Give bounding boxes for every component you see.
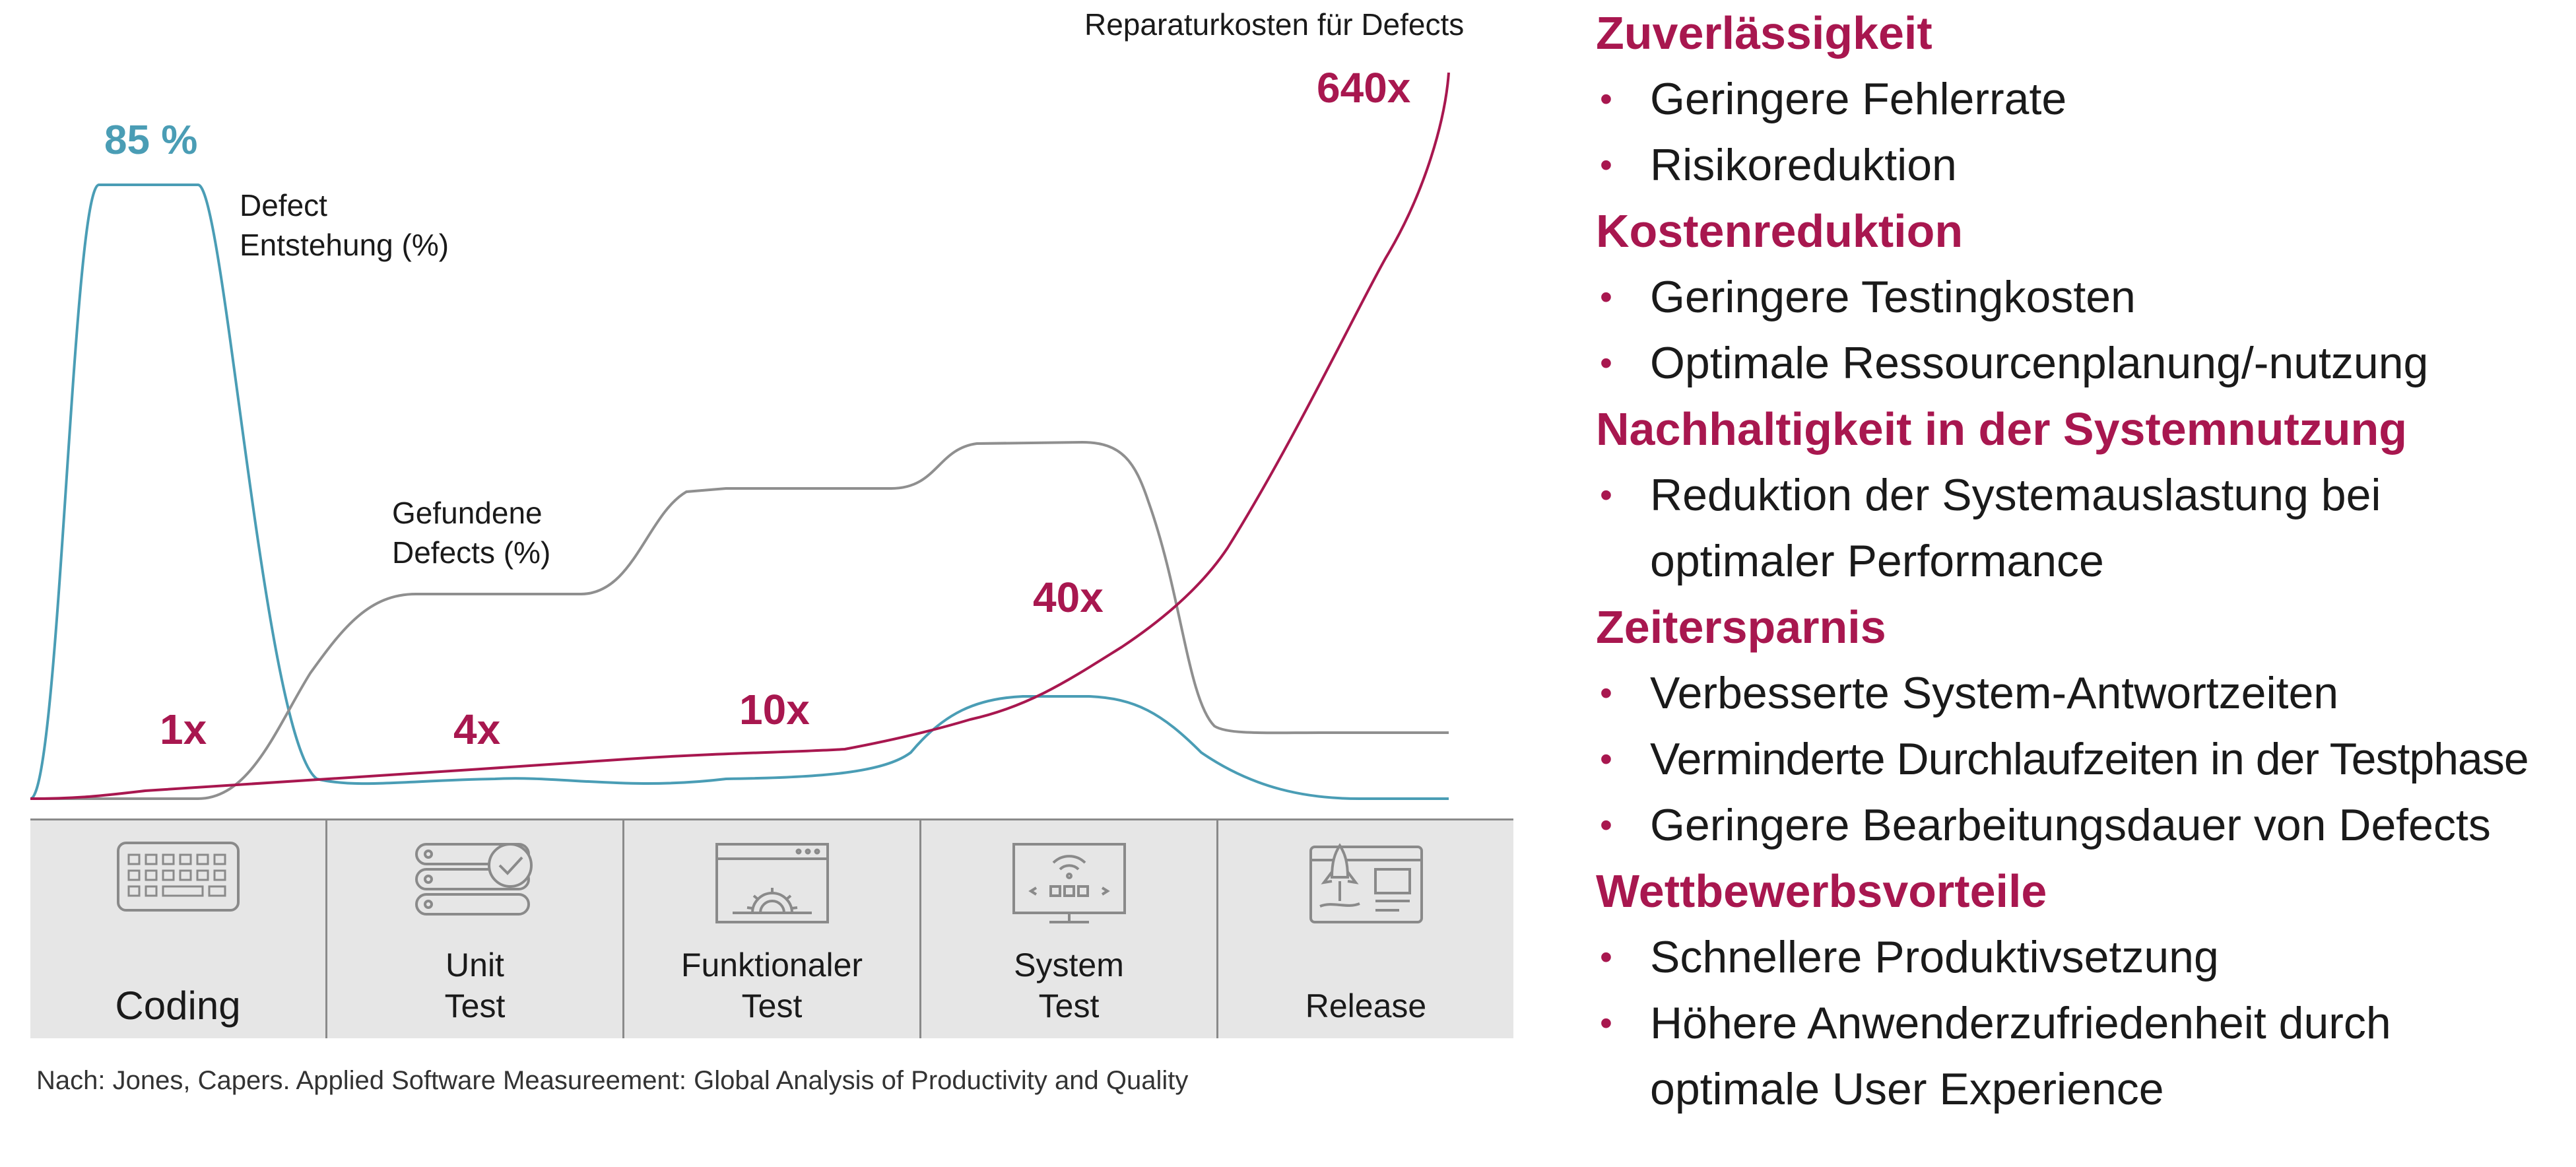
phase-coding: Coding <box>30 820 327 1038</box>
benefit-item: Höhere Anwenderzufriedenheit durch optim… <box>1596 990 2573 1122</box>
cost-label-4x: 4x <box>453 706 501 753</box>
benefit-title: Zuverlässigkeit <box>1596 7 1932 59</box>
benefit-section-zuverlaessigkeit: Zuverlässigkeit Geringere Fehlerrate Ris… <box>1596 0 2573 198</box>
benefit-item: Verbesserte System-Antwortzeiten <box>1596 660 2573 726</box>
source-citation: Nach: Jones, Capers. Applied Software Me… <box>36 1066 1189 1095</box>
browser-gear-icon <box>715 843 829 923</box>
phase-label-line: Test <box>741 987 803 1024</box>
monitor-wifi-icon <box>1012 843 1126 923</box>
benefit-section-wettbewerbsvorteile: Wettbewerbsvorteile Schnellere Produktiv… <box>1596 858 2573 1122</box>
defect-entstehung-line <box>30 183 1449 800</box>
benefit-item: Reduktion der Systemauslastung bei optim… <box>1596 462 2573 594</box>
keyboard-icon <box>116 842 240 912</box>
phase-label-line: Coding <box>115 984 241 1028</box>
reparaturkosten-line <box>30 72 1450 800</box>
benefit-item: Geringere Testingkosten <box>1596 264 2573 330</box>
phase-label-line: Test <box>444 987 506 1024</box>
phase-release: Release <box>1218 820 1513 1038</box>
benefit-item: Risikoreduktion <box>1596 132 2573 198</box>
benefit-title: Wettbewerbsvorteile <box>1596 865 2047 917</box>
phase-label-line: Funktionaler <box>680 947 863 984</box>
phase-label-funktionaler-test: Funktionaler Test <box>624 945 919 1026</box>
phase-label-release: Release <box>1218 985 1513 1026</box>
label-gefundene-1: Gefundene <box>392 496 543 530</box>
cost-label-640x: 640x <box>1317 64 1411 112</box>
benefit-item: Geringere Bearbeitungsdauer von Defects <box>1596 792 2573 858</box>
server-check-icon <box>414 843 533 916</box>
chart-title: Reparaturkosten für Defects <box>1084 7 1464 42</box>
label-gefundene-2: Defects (%) <box>392 535 550 570</box>
rocket-dashboard-icon <box>1309 843 1423 923</box>
phase-label-line: Test <box>1038 987 1100 1024</box>
benefit-section-zeitersparnis: Zeitersparnis Verbesserte System-Antwort… <box>1596 594 2573 858</box>
cost-label-40x: 40x <box>1033 574 1104 621</box>
cost-label-1x: 1x <box>160 706 207 753</box>
label-defect-entstehung-1: Defect <box>240 188 327 222</box>
benefits-list: Zuverlässigkeit Geringere Fehlerrate Ris… <box>1596 0 2573 1122</box>
phase-bar-top-border <box>30 818 1513 821</box>
phase-funktionaler-test: Funktionaler Test <box>624 820 921 1038</box>
benefit-item: Schnellere Produktivsetzung <box>1596 924 2573 990</box>
benefit-item: Optimale Ressourcenplanung/-nutzung <box>1596 330 2573 396</box>
cost-label-10x: 10x <box>739 686 810 733</box>
label-defect-entstehung-2: Entstehung (%) <box>240 228 449 262</box>
phase-label-line: Release <box>1305 987 1427 1024</box>
phase-label-system-test: System Test <box>921 945 1216 1026</box>
phase-label-unit-test: Unit Test <box>327 945 622 1026</box>
benefit-item: Geringere Fehlerrate <box>1596 66 2573 132</box>
defect-cost-chart: Reparaturkosten für Defects 85 % Defect … <box>30 7 1464 800</box>
phase-label-line: Unit <box>446 947 504 984</box>
peak-label-85: 85 % <box>104 117 197 163</box>
benefit-item: Verminderte Durchlaufzeiten in der Testp… <box>1596 726 2573 792</box>
benefit-section-kostenreduktion: Kostenreduktion Geringere Testingkosten … <box>1596 198 2573 396</box>
benefit-title: Kostenreduktion <box>1596 205 1964 257</box>
phase-label-coding: Coding <box>30 985 325 1026</box>
phase-system-test: System Test <box>921 820 1218 1038</box>
phase-unit-test: Unit Test <box>327 820 624 1038</box>
phase-label-line: System <box>1014 947 1124 984</box>
benefit-section-nachhaltigkeit: Nachhaltigkeit in der Systemnutzung Redu… <box>1596 396 2573 594</box>
benefit-title: Zeitersparnis <box>1596 601 1886 653</box>
gefundene-defects-line <box>30 440 1449 800</box>
benefit-title: Nachhaltigkeit in der Systemnutzung <box>1596 403 2408 455</box>
